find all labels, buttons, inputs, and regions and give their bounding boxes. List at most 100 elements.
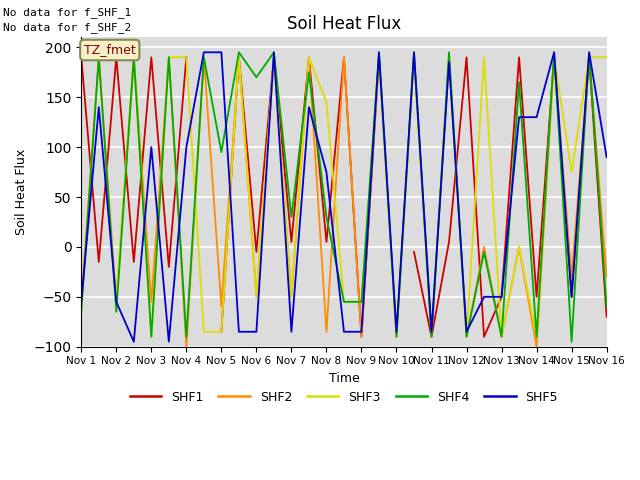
SHF3 xyxy=(463,334,470,340)
SHF2 xyxy=(585,54,593,60)
SHF4 xyxy=(375,49,383,55)
SHF3 xyxy=(270,54,278,60)
SHF2 xyxy=(147,299,155,305)
Text: TZ_fmet: TZ_fmet xyxy=(84,44,136,57)
SHF4 xyxy=(305,70,313,75)
SHF3 xyxy=(305,54,313,60)
Title: Soil Heat Flux: Soil Heat Flux xyxy=(287,15,401,33)
SHF1 xyxy=(375,54,383,60)
Line: SHF2: SHF2 xyxy=(81,57,607,347)
SHF1 xyxy=(550,54,558,60)
SHF3 xyxy=(235,54,243,60)
Line: SHF1: SHF1 xyxy=(221,57,379,337)
SHF1 xyxy=(305,54,313,60)
SHF1 xyxy=(568,294,575,300)
SHF2 xyxy=(340,54,348,60)
SHF1 xyxy=(77,54,85,60)
SHF4 xyxy=(270,49,278,55)
SHF3 xyxy=(375,54,383,60)
Line: SHF1: SHF1 xyxy=(81,57,186,267)
SHF2 xyxy=(235,54,243,60)
SHF2 xyxy=(113,299,120,305)
SHF3 xyxy=(287,294,295,300)
SHF4 xyxy=(410,49,418,55)
SHF2 xyxy=(218,304,225,310)
SHF5 xyxy=(253,329,260,335)
SHF1 xyxy=(270,54,278,60)
SHF3 xyxy=(410,54,418,60)
SHF3 xyxy=(200,329,208,335)
SHF3 xyxy=(323,99,330,105)
SHF2 xyxy=(463,334,470,340)
SHF2 xyxy=(182,344,190,349)
SHF2 xyxy=(130,54,138,60)
SHF5 xyxy=(305,104,313,110)
SHF5 xyxy=(428,329,435,335)
SHF3 xyxy=(393,329,401,335)
SHF3 xyxy=(532,334,540,340)
SHF4 xyxy=(358,299,365,305)
SHF3 xyxy=(480,54,488,60)
Line: SHF5: SHF5 xyxy=(81,52,607,342)
SHF5 xyxy=(515,114,523,120)
SHF3 xyxy=(603,54,611,60)
SHF1 xyxy=(253,249,260,255)
SHF1 xyxy=(480,334,488,340)
SHF4 xyxy=(445,49,453,55)
SHF4 xyxy=(287,214,295,220)
SHF2 xyxy=(305,54,313,60)
SHF2 xyxy=(358,334,365,340)
SHF4 xyxy=(235,49,243,55)
SHF5 xyxy=(287,329,295,335)
SHF4 xyxy=(130,54,138,60)
Line: SHF1: SHF1 xyxy=(414,57,607,337)
SHF5 xyxy=(532,114,540,120)
Legend: SHF1, SHF2, SHF3, SHF4, SHF5: SHF1, SHF2, SHF3, SHF4, SHF5 xyxy=(125,385,563,408)
SHF3 xyxy=(218,329,225,335)
SHF5 xyxy=(585,49,593,55)
X-axis label: Time: Time xyxy=(328,372,359,385)
SHF5 xyxy=(200,49,208,55)
SHF4 xyxy=(603,304,611,310)
SHF1 xyxy=(358,334,365,340)
SHF3 xyxy=(568,169,575,175)
SHF3 xyxy=(515,244,523,250)
SHF5 xyxy=(113,299,120,305)
Y-axis label: Soil Heat Flux: Soil Heat Flux xyxy=(15,149,28,235)
SHF3 xyxy=(358,299,365,305)
SHF1 xyxy=(323,239,330,245)
SHF2 xyxy=(77,299,85,305)
SHF4 xyxy=(253,74,260,80)
SHF4 xyxy=(568,339,575,345)
SHF2 xyxy=(323,329,330,335)
SHF1 xyxy=(340,54,348,60)
SHF5 xyxy=(550,49,558,55)
SHF3 xyxy=(147,334,155,340)
SHF2 xyxy=(498,334,506,340)
SHF2 xyxy=(410,54,418,60)
SHF2 xyxy=(270,54,278,60)
Line: SHF4: SHF4 xyxy=(81,52,607,342)
SHF1 xyxy=(147,54,155,60)
SHF2 xyxy=(393,334,401,340)
SHF1 xyxy=(603,314,611,320)
SHF1 xyxy=(498,294,506,300)
SHF3 xyxy=(130,54,138,60)
SHF5 xyxy=(358,329,365,335)
SHF1 xyxy=(95,259,102,265)
SHF5 xyxy=(323,169,330,175)
SHF5 xyxy=(603,154,611,160)
SHF3 xyxy=(550,54,558,60)
SHF4 xyxy=(165,54,173,60)
SHF5 xyxy=(498,294,506,300)
SHF1 xyxy=(445,239,453,245)
SHF4 xyxy=(340,299,348,305)
Line: SHF3: SHF3 xyxy=(116,57,607,337)
SHF5 xyxy=(270,49,278,55)
SHF5 xyxy=(182,144,190,150)
Text: No data for f_SHF_2: No data for f_SHF_2 xyxy=(3,22,131,33)
SHF3 xyxy=(585,54,593,60)
SHF5 xyxy=(235,329,243,335)
SHF2 xyxy=(287,294,295,300)
SHF5 xyxy=(218,49,225,55)
